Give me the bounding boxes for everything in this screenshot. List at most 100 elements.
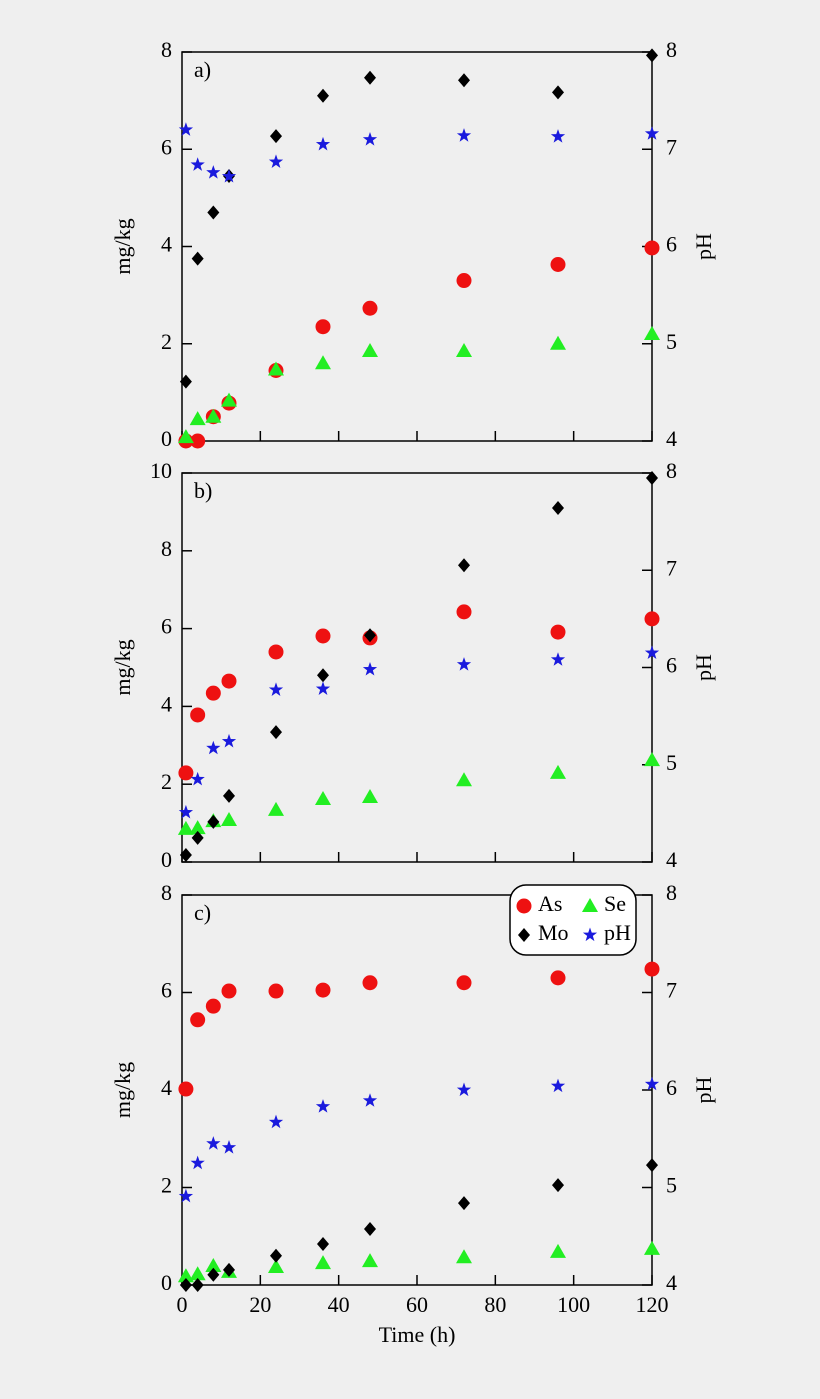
data-point <box>315 136 331 151</box>
data-point <box>268 644 284 660</box>
x-tick-label: 100 <box>557 1292 590 1317</box>
data-point <box>550 335 566 350</box>
y-axis-label: mg/kg <box>110 218 135 274</box>
data-point <box>362 300 378 316</box>
data-point <box>644 326 660 341</box>
data-point <box>550 764 566 779</box>
y-tick-label: 8 <box>161 536 172 561</box>
x-tick-label: 60 <box>406 1292 428 1317</box>
plot-frame <box>181 51 653 442</box>
y2-axis-label: pH <box>691 1076 716 1103</box>
data-point <box>189 411 206 426</box>
y-tick-label: 10 <box>150 458 172 483</box>
legend-marker <box>518 928 530 942</box>
y-tick-label: 6 <box>161 614 172 639</box>
data-point <box>315 1255 331 1270</box>
y-tick-label: 0 <box>161 847 172 872</box>
data-point <box>178 1188 194 1203</box>
y2-tick-label: 8 <box>666 37 677 62</box>
y2-tick-label: 4 <box>666 1270 677 1295</box>
y2-tick-label: 6 <box>666 232 677 257</box>
data-point <box>317 88 329 103</box>
y-tick-label: 6 <box>161 978 172 1003</box>
data-point <box>221 1140 237 1154</box>
y2-tick-label: 5 <box>666 329 677 354</box>
data-point <box>644 611 660 627</box>
data-point <box>456 1082 472 1097</box>
data-point <box>315 681 331 695</box>
data-point <box>362 789 378 804</box>
x-axis-label: Time (h) <box>379 1322 456 1347</box>
data-point <box>268 983 284 999</box>
data-point <box>456 1249 472 1264</box>
data-point <box>190 771 205 786</box>
data-point <box>364 628 376 643</box>
panel-label: b) <box>194 478 212 503</box>
data-point <box>315 1099 331 1113</box>
panel-label: a) <box>194 57 211 82</box>
data-point <box>223 1262 235 1277</box>
data-point <box>362 1253 378 1268</box>
y2-tick-label: 7 <box>666 134 677 159</box>
y-tick-label: 6 <box>161 134 172 159</box>
y2-tick-label: 5 <box>666 1173 677 1198</box>
data-point <box>270 725 282 740</box>
data-point <box>552 85 564 100</box>
x-tick-label: 40 <box>328 1292 350 1317</box>
data-point <box>205 685 221 701</box>
data-point <box>179 847 192 862</box>
data-point <box>362 343 378 358</box>
data-point <box>190 707 206 723</box>
data-point <box>221 733 237 748</box>
data-point <box>177 429 194 444</box>
data-point <box>317 668 329 683</box>
y-tick-label: 4 <box>161 691 172 716</box>
panel-label: c) <box>194 900 211 925</box>
data-point <box>456 343 472 358</box>
data-point <box>268 801 284 816</box>
y2-tick-label: 7 <box>666 978 677 1003</box>
y2-tick-label: 8 <box>666 458 677 483</box>
data-point <box>221 983 237 999</box>
data-point <box>550 256 566 272</box>
data-point <box>206 165 221 179</box>
y-tick-label: 2 <box>161 1173 172 1198</box>
y-tick-label: 2 <box>161 769 172 794</box>
data-point <box>178 122 194 136</box>
data-point <box>268 1114 284 1129</box>
y-axis-label: mg/kg <box>110 639 135 695</box>
y2-axis-label: pH <box>691 654 716 681</box>
data-point <box>178 804 194 819</box>
data-point <box>458 73 470 88</box>
data-point <box>190 1155 205 1170</box>
y-tick-label: 2 <box>161 329 172 354</box>
data-point <box>223 788 235 803</box>
legend-marker <box>516 898 532 914</box>
data-point <box>268 154 284 168</box>
data-point <box>315 355 331 370</box>
data-point <box>191 1278 204 1292</box>
data-point <box>315 628 331 644</box>
legend-marker <box>582 927 598 942</box>
legend-label: Mo <box>538 920 569 945</box>
plot-frame <box>181 472 653 863</box>
legend-label: As <box>538 891 562 916</box>
y-tick-label: 8 <box>161 37 172 62</box>
data-point <box>644 1240 660 1255</box>
data-point <box>206 1136 221 1150</box>
data-point <box>644 1076 660 1091</box>
y2-tick-label: 4 <box>666 847 677 872</box>
data-point <box>362 1093 378 1107</box>
data-point <box>456 772 472 787</box>
data-point <box>456 657 472 671</box>
data-point <box>205 408 222 423</box>
data-point <box>644 752 660 767</box>
data-point <box>205 998 221 1014</box>
y2-tick-label: 6 <box>666 1075 677 1100</box>
data-point <box>315 790 331 805</box>
data-point <box>552 1178 564 1193</box>
data-point <box>191 251 204 266</box>
y2-tick-label: 6 <box>666 653 677 678</box>
data-point <box>456 128 472 142</box>
